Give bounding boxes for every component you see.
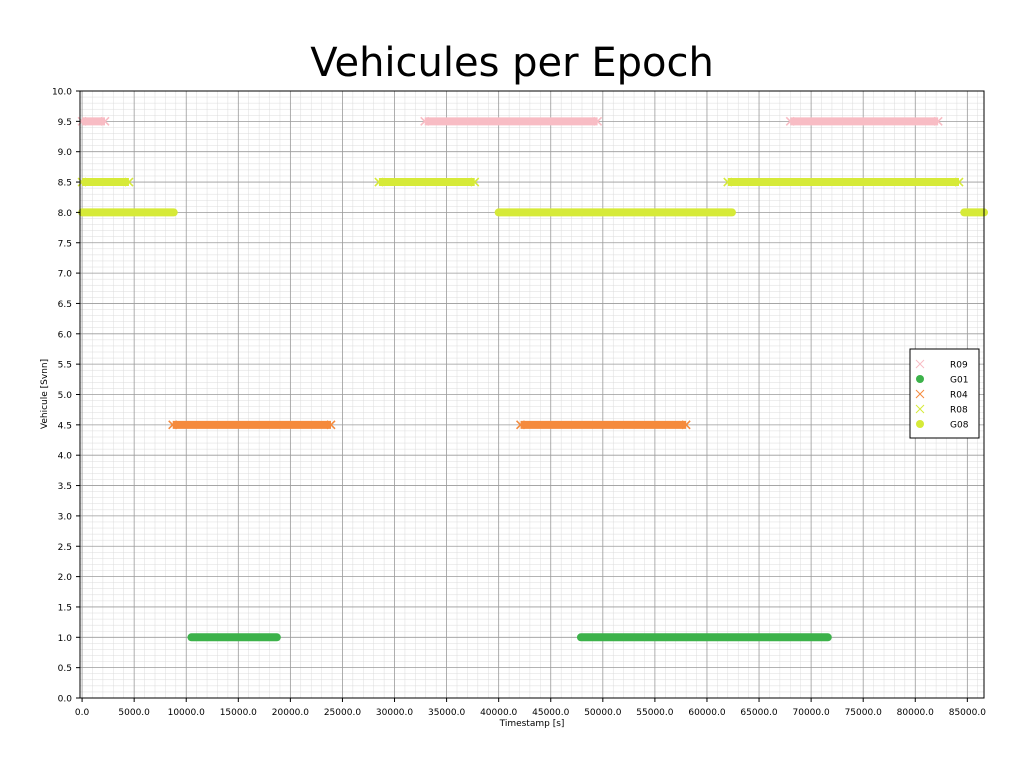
y-axis-label: Vehicule [Svnn] xyxy=(40,359,50,429)
y-tick-label: 0.0 xyxy=(58,695,73,705)
series-R08-marker xyxy=(470,177,480,187)
series-R04-marker xyxy=(515,420,526,430)
series-R09-marker xyxy=(933,116,943,126)
chart-title: Vehicules per Epoch xyxy=(310,40,714,86)
series-R08-marker xyxy=(374,177,384,187)
series-R09-marker xyxy=(100,116,110,126)
y-tick-label: 6.5 xyxy=(58,300,72,310)
legend-marker-R04 xyxy=(915,389,925,399)
x-tick-label: 25000.0 xyxy=(324,708,361,718)
y-tick-label: 9.0 xyxy=(58,148,73,158)
x-tick-label: 35000.0 xyxy=(428,708,465,718)
x-tick-label: 65000.0 xyxy=(740,708,777,718)
y-tick-label: 7.0 xyxy=(58,270,73,280)
series-R08 xyxy=(77,177,964,187)
x-tick-label: 55000.0 xyxy=(636,708,673,718)
x-tick-label: 5000.0 xyxy=(118,708,150,718)
legend-marker-G08 xyxy=(916,420,924,428)
legend-marker-R08 xyxy=(915,404,925,414)
legend-label-G01: G01 xyxy=(950,376,968,386)
x-tick-label: 10000.0 xyxy=(168,708,205,718)
series-R08-marker xyxy=(723,177,733,187)
y-tick-label: 8.5 xyxy=(58,179,72,189)
y-tick-label: 9.5 xyxy=(58,118,72,128)
y-axis: 0.0 0.5 1.0 1.5 2.0 2.5 3.0 3.5 4.0 4.5 5.0 5.5 6.0 6… xyxy=(52,88,80,705)
x-tick-label: 75000.0 xyxy=(845,708,882,718)
x-tick-label: 15000.0 xyxy=(220,708,257,718)
legend: R09 G01 R04 R08 G08 xyxy=(909,348,980,439)
legend-label-R09: R09 xyxy=(950,361,968,371)
legend-box xyxy=(909,348,980,439)
x-tick-label: 40000.0 xyxy=(480,708,517,718)
x-tick-label: 45000.0 xyxy=(532,708,569,718)
legend-marker-G01 xyxy=(916,375,924,383)
y-tick-label: 3.0 xyxy=(58,512,73,522)
x-tick-label: 60000.0 xyxy=(688,708,725,718)
x-tick-label: 70000.0 xyxy=(793,708,830,718)
series-R09-marker xyxy=(77,116,87,126)
y-tick-label: 4.0 xyxy=(58,452,73,462)
y-tick-label: 7.5 xyxy=(58,239,72,249)
y-tick-label: 2.0 xyxy=(58,573,73,583)
series-R08-marker xyxy=(954,177,964,187)
series-R09-marker xyxy=(593,116,603,126)
y-tick-label: 2.5 xyxy=(58,543,72,553)
series-layer xyxy=(77,116,988,642)
y-tick-label: 5.5 xyxy=(58,361,72,371)
x-axis-label: Timestamp [s] xyxy=(499,719,565,729)
y-tick-label: 8.0 xyxy=(58,209,73,219)
y-tick-label: 10.0 xyxy=(52,88,72,98)
x-tick-label: 80000.0 xyxy=(897,708,934,718)
x-tick-label: 30000.0 xyxy=(376,708,413,718)
y-tick-label: 0.5 xyxy=(58,664,72,674)
series-R09-marker xyxy=(420,116,430,126)
y-tick-label: 4.5 xyxy=(58,421,72,431)
series-R04 xyxy=(168,420,691,430)
x-axis: 0.0 5000.0 10000.0 15000.0 20000.0 25000.0 300… xyxy=(75,698,986,718)
series-R04-marker xyxy=(168,420,178,430)
legend-marker-R09 xyxy=(915,359,925,369)
x-tick-label: 20000.0 xyxy=(272,708,309,718)
y-tick-label: 1.0 xyxy=(58,634,73,644)
legend-label-G08: G08 xyxy=(950,421,969,431)
y-tick-label: 3.5 xyxy=(58,482,72,492)
legend-label-R04: R04 xyxy=(950,391,968,401)
series-R09-marker xyxy=(785,116,795,126)
series-R09 xyxy=(77,116,943,126)
series-R08-marker xyxy=(124,177,134,187)
x-tick-label: 0.0 xyxy=(75,708,90,718)
y-tick-label: 5.0 xyxy=(58,391,73,401)
series-R08-marker xyxy=(77,177,87,187)
series-R04-marker xyxy=(681,420,691,430)
legend-label-R08: R08 xyxy=(950,406,968,416)
x-tick-label: 50000.0 xyxy=(584,708,621,718)
y-tick-label: 1.5 xyxy=(58,603,72,613)
series-R04-marker xyxy=(326,420,336,430)
x-tick-label: 85000.0 xyxy=(949,708,986,718)
y-tick-label: 6.0 xyxy=(58,330,73,340)
